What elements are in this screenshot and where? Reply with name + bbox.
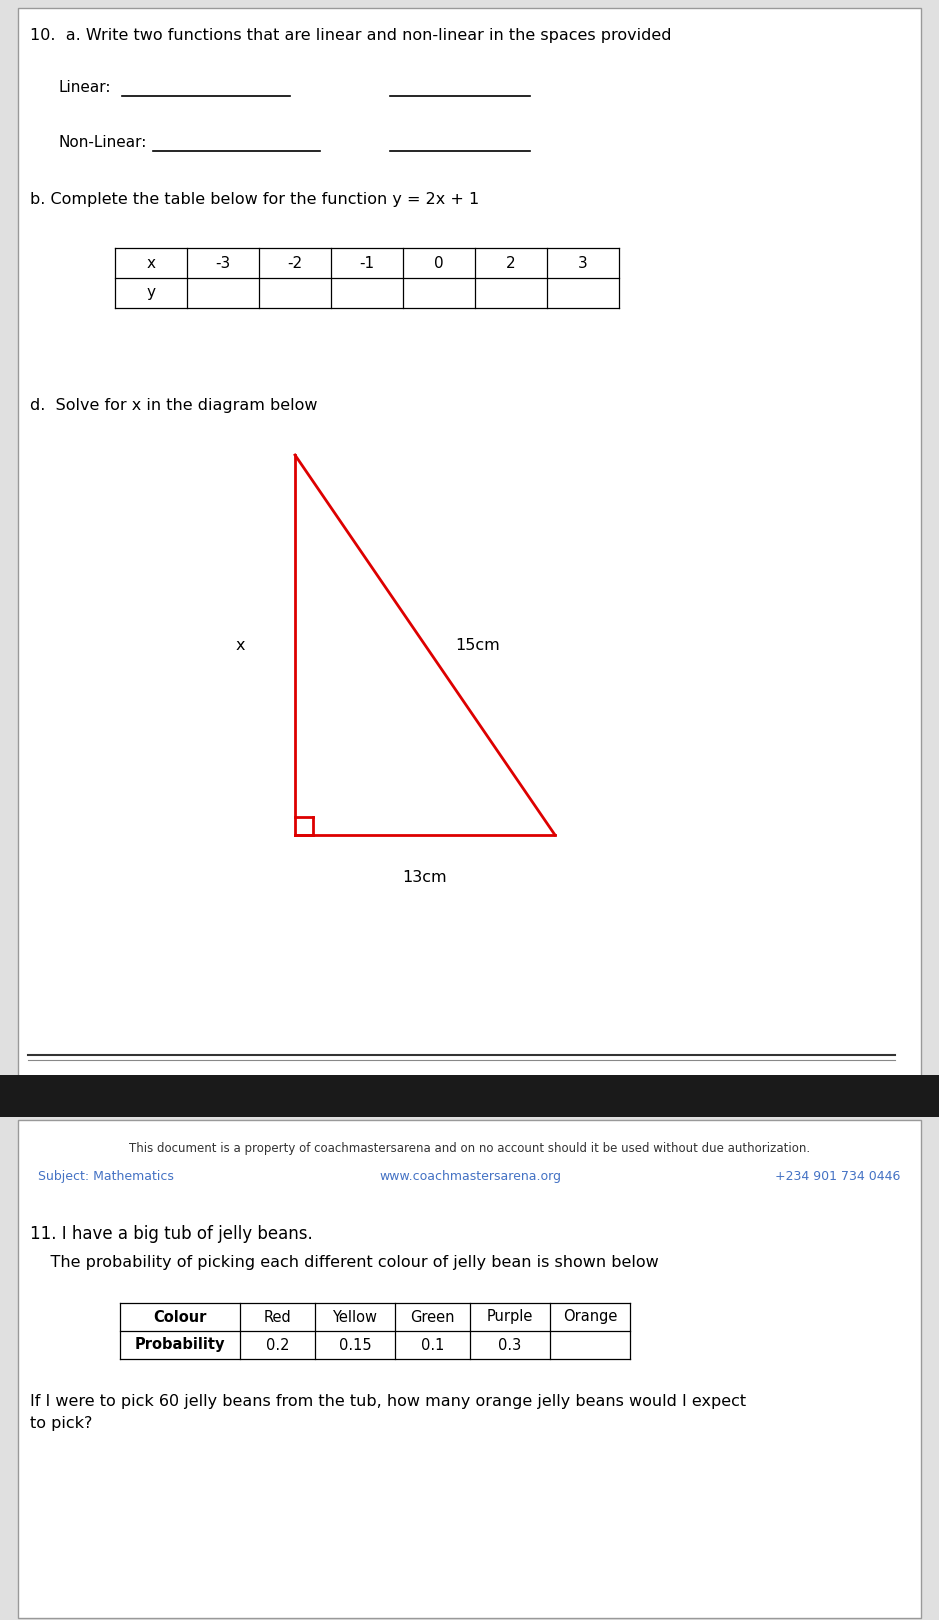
- Text: Yellow: Yellow: [332, 1309, 377, 1325]
- Bar: [18, 8, 921, 1082]
- Text: 0.1: 0.1: [421, 1338, 444, 1353]
- Text: 0.15: 0.15: [339, 1338, 371, 1353]
- Bar: [0, 1076, 939, 1118]
- Text: -3: -3: [215, 256, 231, 271]
- Text: d.  Solve for x in the diagram below: d. Solve for x in the diagram below: [30, 399, 317, 413]
- Text: 0.2: 0.2: [266, 1338, 289, 1353]
- Text: Red: Red: [264, 1309, 291, 1325]
- Text: 13cm: 13cm: [403, 870, 447, 885]
- Text: y: y: [146, 285, 156, 300]
- Text: -2: -2: [287, 256, 302, 271]
- Bar: [18, 1119, 921, 1618]
- Text: Purple: Purple: [486, 1309, 533, 1325]
- Text: 10.  a. Write two functions that are linear and non-linear in the spaces provide: 10. a. Write two functions that are line…: [30, 28, 671, 44]
- Text: Linear:: Linear:: [58, 79, 111, 96]
- Text: Colour: Colour: [153, 1309, 207, 1325]
- Text: x: x: [236, 638, 245, 653]
- Text: If I were to pick 60 jelly beans from the tub, how many orange jelly beans would: If I were to pick 60 jelly beans from th…: [30, 1393, 747, 1430]
- Text: This document is a property of coachmastersarena and on no account should it be : This document is a property of coachmast…: [130, 1142, 810, 1155]
- Text: 0: 0: [434, 256, 444, 271]
- Text: Subject: Mathematics: Subject: Mathematics: [38, 1170, 174, 1183]
- Text: -1: -1: [360, 256, 375, 271]
- Text: +234 901 734 0446: +234 901 734 0446: [775, 1170, 900, 1183]
- Text: 15cm: 15cm: [455, 638, 500, 653]
- Text: www.coachmastersarena.org: www.coachmastersarena.org: [379, 1170, 561, 1183]
- Text: 2: 2: [506, 256, 516, 271]
- Text: b. Complete the table below for the function y = 2x + 1: b. Complete the table below for the func…: [30, 193, 479, 207]
- Text: x: x: [146, 256, 156, 271]
- Text: 11. I have a big tub of jelly beans.: 11. I have a big tub of jelly beans.: [30, 1225, 313, 1243]
- Text: 0.3: 0.3: [499, 1338, 522, 1353]
- Text: 3: 3: [578, 256, 588, 271]
- Text: Orange: Orange: [562, 1309, 617, 1325]
- Text: Green: Green: [410, 1309, 454, 1325]
- Text: Non-Linear:: Non-Linear:: [58, 134, 146, 151]
- Text: Probability: Probability: [135, 1338, 225, 1353]
- Text: The probability of picking each different colour of jelly bean is shown below: The probability of picking each differen…: [30, 1256, 659, 1270]
